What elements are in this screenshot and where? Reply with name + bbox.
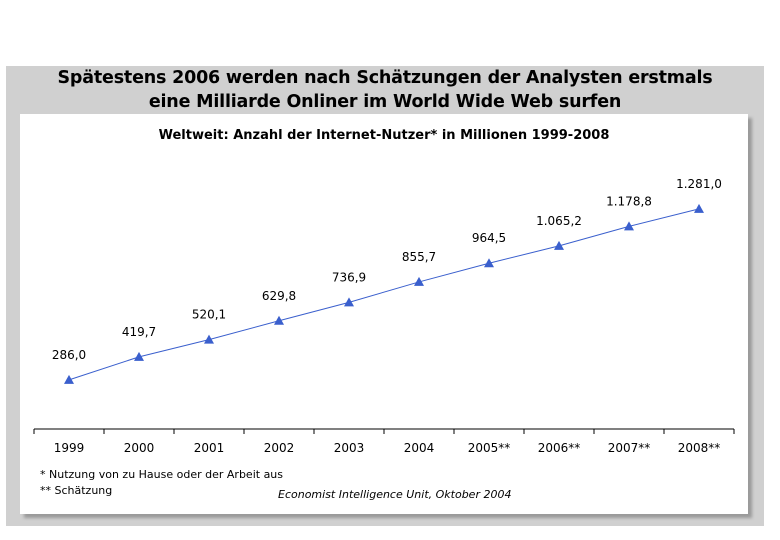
- data-point-marker: [204, 334, 214, 344]
- line-chart: 1999 2000 2001 2002 2003 2004 2005** 2006** 2007…: [33, 177, 735, 455]
- x-tick-label: 2002: [264, 441, 295, 455]
- headline-line-1: Spätestens 2006 werden nach Schätzungen …: [57, 68, 713, 88]
- data-point-marker: [554, 240, 564, 250]
- x-tick-label: 1999: [54, 441, 85, 455]
- data-label: 1.178,8: [606, 194, 652, 208]
- data-point-marker: [134, 351, 144, 361]
- data-label: 520,1: [192, 308, 226, 322]
- x-tick-label: 2007**: [608, 441, 651, 455]
- x-tick-label: 2000: [124, 441, 155, 455]
- x-tick-label: 2003: [334, 441, 365, 455]
- footnote-estimate: ** Schätzung: [40, 484, 113, 497]
- data-label: 964,5: [472, 231, 506, 245]
- headline: Spätestens 2006 werden nach Schätzungen …: [6, 66, 764, 114]
- footnote-usage: * Nutzung von zu Hause oder der Arbeit a…: [40, 468, 284, 481]
- data-point-marker: [414, 276, 424, 286]
- series-line: [68, 208, 700, 381]
- x-tick-label: 2001: [194, 441, 225, 455]
- data-label: 1.065,2: [536, 214, 582, 228]
- data-label: 1.281,0: [676, 177, 722, 191]
- data-point-marker: [484, 258, 494, 268]
- x-tick-label: 2008**: [678, 441, 721, 455]
- data-label: 855,7: [402, 250, 436, 264]
- x-tick-label: 2005**: [468, 441, 511, 455]
- data-point-marker: [64, 374, 74, 384]
- x-tick-label: 2006**: [538, 441, 581, 455]
- data-label: 736,9: [332, 270, 366, 284]
- x-tick-label: 2004: [404, 441, 435, 455]
- data-point-marker: [344, 297, 354, 307]
- source-note: Economist Intelligence Unit, Oktober 200…: [278, 488, 512, 501]
- data-point-marker: [694, 203, 704, 213]
- chart-panel: Weltweit: Anzahl der Internet-Nutzer* in…: [20, 114, 748, 514]
- data-label: 286,0: [52, 348, 86, 362]
- chart-title: Weltweit: Anzahl der Internet-Nutzer* in…: [158, 128, 610, 143]
- data-label: 419,7: [122, 325, 156, 339]
- data-label: 629,8: [262, 289, 296, 303]
- data-point-marker: [624, 221, 634, 231]
- data-point-marker: [274, 315, 284, 325]
- headline-line-2: eine Milliarde Onliner im World Wide Web…: [148, 92, 622, 112]
